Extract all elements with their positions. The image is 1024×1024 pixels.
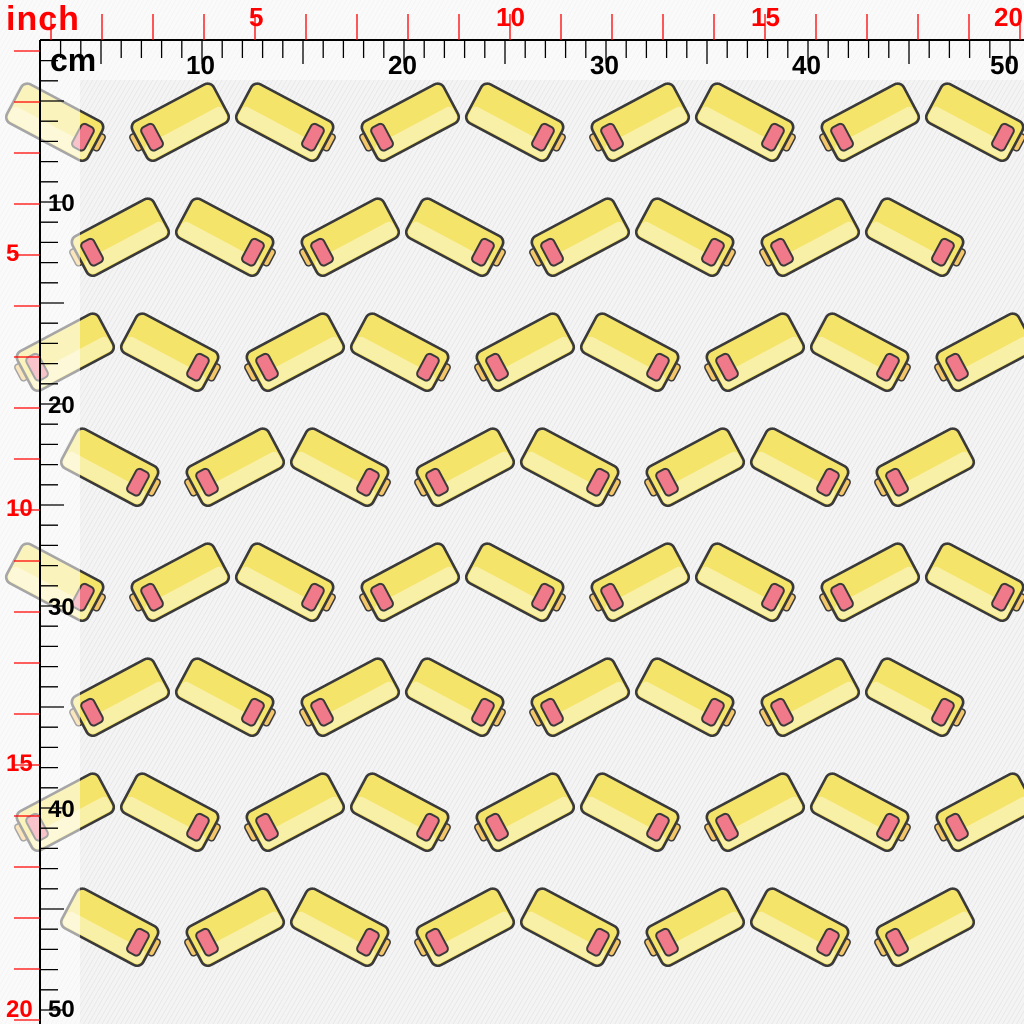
inch-mark-label: 15: [751, 2, 780, 32]
inch-mark-label: 10: [6, 495, 33, 522]
cm-label: cm: [50, 42, 97, 78]
inch-mark-label: 20: [994, 2, 1023, 32]
inch-mark-label: 15: [6, 750, 33, 777]
cm-mark-label: 10: [186, 50, 215, 80]
inch-mark-label: 10: [496, 2, 525, 32]
inch-mark-label: 5: [6, 240, 20, 267]
cm-mark-label: 30: [590, 50, 619, 80]
inch-label: inch: [6, 0, 80, 38]
cm-mark-label: 40: [48, 796, 75, 823]
inch-mark-label: 5: [249, 2, 264, 32]
cm-mark-label: 30: [48, 594, 75, 621]
cm-mark-label: 50: [48, 996, 75, 1023]
cm-mark-label: 50: [990, 50, 1019, 80]
inch-mark-label: 20: [6, 996, 33, 1023]
cm-mark-label: 40: [792, 50, 821, 80]
cm-mark-label: 20: [388, 50, 417, 80]
cm-mark-label: 10: [48, 190, 75, 217]
cm-mark-label: 20: [48, 392, 75, 419]
